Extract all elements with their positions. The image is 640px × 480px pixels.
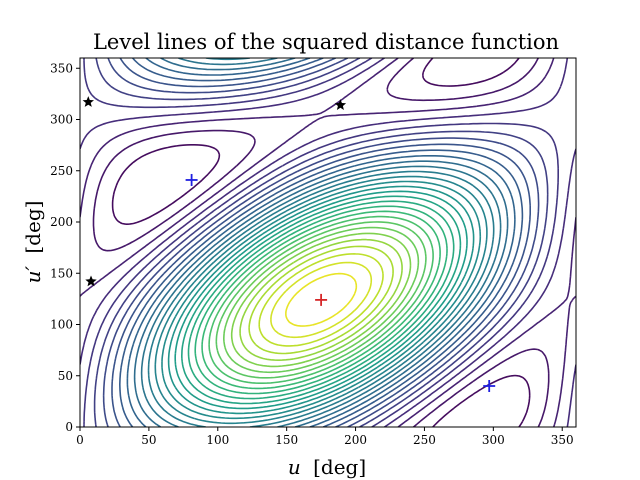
plus-marker [185,173,198,186]
x-tick-label: 0 [76,433,84,447]
contour-level-line [161,180,482,420]
contour-level-line [133,58,509,427]
y-tick-label: 0 [65,420,73,434]
y-tick-label: 50 [58,369,73,383]
chart-title: Level lines of the squared distance func… [93,30,559,54]
contour-level-line [154,175,488,425]
x-tick-label: 150 [275,433,298,447]
x-tick-label: 350 [551,433,574,447]
x-tick-label: 50 [141,433,156,447]
contour-level-line [92,58,550,427]
contour-level-line [223,226,420,374]
contour-level-line [174,190,468,410]
y-axis-label: u′ [deg] [21,201,45,284]
x-tick-label: 250 [413,433,436,447]
contour-level-line [187,200,455,400]
star-marker [82,96,94,107]
y-tick-label: 350 [50,61,73,75]
contour-level-line [147,58,495,427]
contour-level-line [93,58,549,427]
contour-level-line [102,58,540,427]
contour-level-line [239,238,403,361]
y-tick-label: 300 [50,113,73,127]
critical-point-markers [82,96,496,392]
svg-text:u′ [deg]: u′ [deg] [21,201,45,284]
star-marker [85,275,97,287]
x-axis-label: u [deg] [288,455,366,479]
contour-level-line [194,205,448,395]
x-tick-label: 300 [482,433,505,447]
y-axis-ticks: 0 50 100 150 200 250 300 350 [50,61,80,434]
svg-text:u [deg]: u [deg] [288,455,366,479]
contour-level-line [270,261,373,339]
contour-lines [80,58,576,427]
plus-marker [483,380,496,392]
contour-level-line [167,185,475,415]
x-tick-label: 200 [344,433,367,447]
contour-level-line [80,58,576,427]
contour-level-line [215,221,427,379]
contour-level-line [83,58,559,427]
x-tick-label: 100 [206,433,229,447]
y-tick-label: 200 [50,215,73,229]
x-axis-unit: [deg] [313,455,366,479]
plot-frame [79,57,577,428]
y-tick-label: 250 [50,164,73,178]
contour-level-line [230,232,412,368]
contour-level-line [201,210,441,390]
contour-level-line [140,58,502,427]
y-tick-label: 100 [50,318,73,332]
contour-level-line [181,195,462,405]
contour-level-line [111,58,531,427]
y-axis-variable: u′ [21,266,45,284]
contour-level-line [248,245,394,355]
contour-level-line [119,58,524,427]
x-axis-variable: u [288,455,301,479]
y-axis-unit: [deg] [21,201,45,254]
contour-level-line [126,58,516,427]
star-marker [334,99,347,110]
y-tick-label: 150 [50,266,73,280]
plus-marker [315,293,328,306]
contour-level-line [208,215,434,384]
contour-level-line [285,272,358,327]
x-axis-ticks: 0 50 100 150 200 250 300 350 [76,427,574,447]
contour-level-line [258,253,384,347]
contour-level-line [111,58,531,427]
